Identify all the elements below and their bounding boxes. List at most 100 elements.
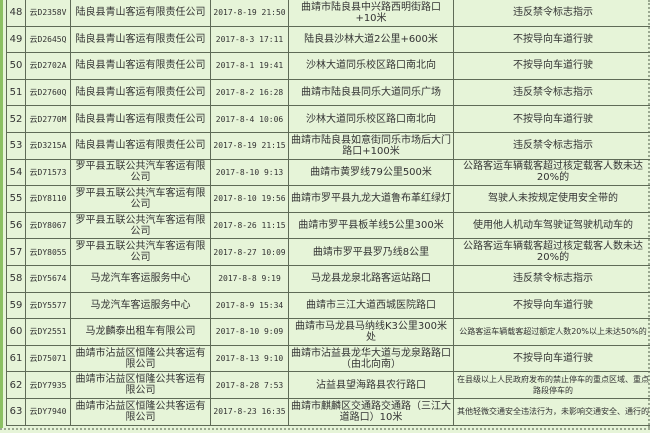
violation-time: 2017-8-27 10:09 (210, 238, 289, 266)
violation-table: 48 云D2358V 陆良县青山客运有限责任公司 2017-8-19 21:50… (6, 0, 650, 426)
violation-description: 违反禁令标志指示 (453, 78, 650, 107)
violation-time: 2017-8-10 9:13 (210, 158, 289, 187)
violation-description: 违反禁令标志指示 (453, 264, 650, 293)
table-row: 54 云D71573 罗平县五联公共汽车客运有限公司 2017-8-10 9:1… (6, 158, 650, 187)
company-name: 曲靖市沾益区恒隆公共客运有限公司 (70, 397, 211, 426)
row-number: 63 (6, 397, 26, 426)
row-number: 54 (6, 158, 26, 187)
plate-number: 云D71573 (25, 158, 71, 187)
table-row: 55 云DY8110 罗平县五联公共汽车客运有限公司 2017-8-10 19:… (6, 185, 650, 213)
row-number: 56 (6, 211, 26, 240)
plate-number: 云DY5577 (25, 291, 71, 320)
violation-location: 曲靖市沾益县龙华大道与龙泉路路口（由北向南） (288, 344, 454, 373)
violation-time: 2017-8-4 10:06 (210, 105, 289, 133)
company-name: 马龙麟泰出租车有限公司 (70, 318, 211, 346)
violation-description: 不按导向车道行驶 (453, 105, 650, 133)
violation-time: 2017-8-1 19:41 (210, 52, 289, 80)
violation-location: 曲靖市罗平县板羊线5公里300米 (288, 211, 454, 240)
violation-location: 曲靖市黄罗线79公里500米 (288, 158, 454, 187)
row-number: 58 (6, 264, 26, 293)
violation-location: 曲靖市陆良县如意街同乐市场后大门路口+100米 (288, 131, 454, 160)
violation-location: 曲靖市麒麟区交通路交通路（三江大道路口）10米 (288, 397, 454, 426)
violation-location: 曲靖市陆良县中兴路西明街路口+10米 (288, 0, 454, 27)
violation-description: 在县级以上人民政府发布的禁止停车的重点区域、重点路段停车的 (453, 371, 650, 399)
table-row: 60 云DY2551 马龙麟泰出租车有限公司 2017-8-10 9:09 曲靖… (6, 318, 650, 346)
plate-number: 云DY7940 (25, 397, 71, 426)
plate-number: 云DY8055 (25, 238, 71, 266)
row-number: 49 (6, 25, 26, 54)
violation-time: 2017-8-28 7:53 (210, 371, 289, 399)
row-number: 51 (6, 78, 26, 107)
violation-description: 不按导向车道行驶 (453, 52, 650, 80)
company-name: 陆良县青山客运有限责任公司 (70, 25, 211, 54)
row-number: 50 (6, 52, 26, 80)
violation-location: 曲靖市马龙县马纳线K3公里300米处 (288, 318, 454, 346)
plate-number: 云D2645Q (25, 25, 71, 54)
company-name: 罗平县五联公共汽车客运有限公司 (70, 238, 211, 266)
company-name: 罗平县五联公共汽车客运有限公司 (70, 185, 211, 213)
row-number: 53 (6, 131, 26, 160)
violation-time: 2017-8-9 15:34 (210, 291, 289, 320)
violation-description: 不按导向车道行驶 (453, 291, 650, 320)
company-name: 马龙汽车客运服务中心 (70, 291, 211, 320)
company-name: 陆良县青山客运有限责任公司 (70, 78, 211, 107)
row-number: 52 (6, 105, 26, 133)
violation-location: 马龙县龙泉北路客运站路口 (288, 264, 454, 293)
table-row: 56 云DY8067 罗平县五联公共汽车客运有限公司 2017-8-26 11:… (6, 211, 650, 240)
violation-description: 违反禁令标志指示 (453, 0, 650, 27)
violation-time: 2017-8-3 17:11 (210, 25, 289, 54)
row-number: 60 (6, 318, 26, 346)
plate-number: 云D2760Q (25, 78, 71, 107)
company-name: 陆良县青山客运有限责任公司 (70, 105, 211, 133)
plate-number: 云D75071 (25, 344, 71, 373)
violation-description: 公路客运车辆载客超过额定人数20%以上未达50%的 (453, 318, 650, 346)
row-number: 48 (6, 0, 26, 27)
plate-number: 云DY5674 (25, 264, 71, 293)
violation-time: 2017-8-19 21:15 (210, 131, 289, 160)
company-name: 罗平县五联公共汽车客运有限公司 (70, 158, 211, 187)
table-row: 48 云D2358V 陆良县青山客运有限责任公司 2017-8-19 21:50… (6, 0, 650, 27)
table-row: 63 云DY7940 曲靖市沾益区恒隆公共客运有限公司 2017-8-23 16… (6, 397, 650, 426)
plate-number: 云D3215A (25, 131, 71, 160)
table-row: 61 云D75071 曲靖市沾益区恒隆公共客运有限公司 2017-8-13 9:… (6, 344, 650, 373)
violation-description: 不按导向车道行驶 (453, 344, 650, 373)
row-number: 59 (6, 291, 26, 320)
plate-number: 云DY7935 (25, 371, 71, 399)
plate-number: 云DY8067 (25, 211, 71, 240)
row-number: 61 (6, 344, 26, 373)
violation-time: 2017-8-2 16:28 (210, 78, 289, 107)
violation-time: 2017-8-10 19:56 (210, 185, 289, 213)
plate-number: 云D2702A (25, 52, 71, 80)
violation-description: 驾驶人未按规定使用安全带的 (453, 185, 650, 213)
violation-location: 曲靖市罗平县罗乃线8公里 (288, 238, 454, 266)
plate-number: 云D2358V (25, 0, 71, 27)
violation-time: 2017-8-10 9:09 (210, 318, 289, 346)
violation-time: 2017-8-19 21:50 (210, 0, 289, 27)
violation-description: 公路客运车辆载客超过核定载客人数未达20%的 (453, 238, 650, 266)
company-name: 曲靖市沾益区恒隆公共客运有限公司 (70, 344, 211, 373)
company-name: 陆良县青山客运有限责任公司 (70, 52, 211, 80)
violation-location: 曲靖市陆良县同乐大道同乐广场 (288, 78, 454, 107)
violation-location: 曲靖市三江大道西城医院路口 (288, 291, 454, 320)
violation-time: 2017-8-13 9:10 (210, 344, 289, 373)
violation-location: 沙林大道同乐校区路口南北向 (288, 52, 454, 80)
violation-time: 2017-8-8 9:19 (210, 264, 289, 293)
violation-description: 公路客运车辆载客超过核定载客人数未达20%的 (453, 158, 650, 187)
violation-description: 其他轻微交通安全违法行为，未影响交通安全、通行的 (453, 397, 650, 426)
table-row: 53 云D3215A 陆良县青山客运有限责任公司 2017-8-19 21:15… (6, 131, 650, 160)
violation-location: 曲靖市罗平县九龙大道鲁布革红绿灯 (288, 185, 454, 213)
company-name: 陆良县青山客运有限责任公司 (70, 0, 211, 27)
table-bottom-border (0, 428, 650, 430)
table-row: 59 云DY5577 马龙汽车客运服务中心 2017-8-9 15:34 曲靖市… (6, 291, 650, 320)
table-row: 62 云DY7935 曲靖市沾益区恒隆公共客运有限公司 2017-8-28 7:… (6, 371, 650, 399)
violation-location: 陆良县沙林大道2公里+600米 (288, 25, 454, 54)
company-name: 马龙汽车客运服务中心 (70, 264, 211, 293)
table-row: 51 云D2760Q 陆良县青山客运有限责任公司 2017-8-2 16:28 … (6, 78, 650, 107)
plate-number: 云D2770M (25, 105, 71, 133)
table-row: 49 云D2645Q 陆良县青山客运有限责任公司 2017-8-3 17:11 … (6, 25, 650, 54)
company-name: 罗平县五联公共汽车客运有限公司 (70, 211, 211, 240)
plate-number: 云DY2551 (25, 318, 71, 346)
table-row: 52 云D2770M 陆良县青山客运有限责任公司 2017-8-4 10:06 … (6, 105, 650, 133)
row-number: 57 (6, 238, 26, 266)
